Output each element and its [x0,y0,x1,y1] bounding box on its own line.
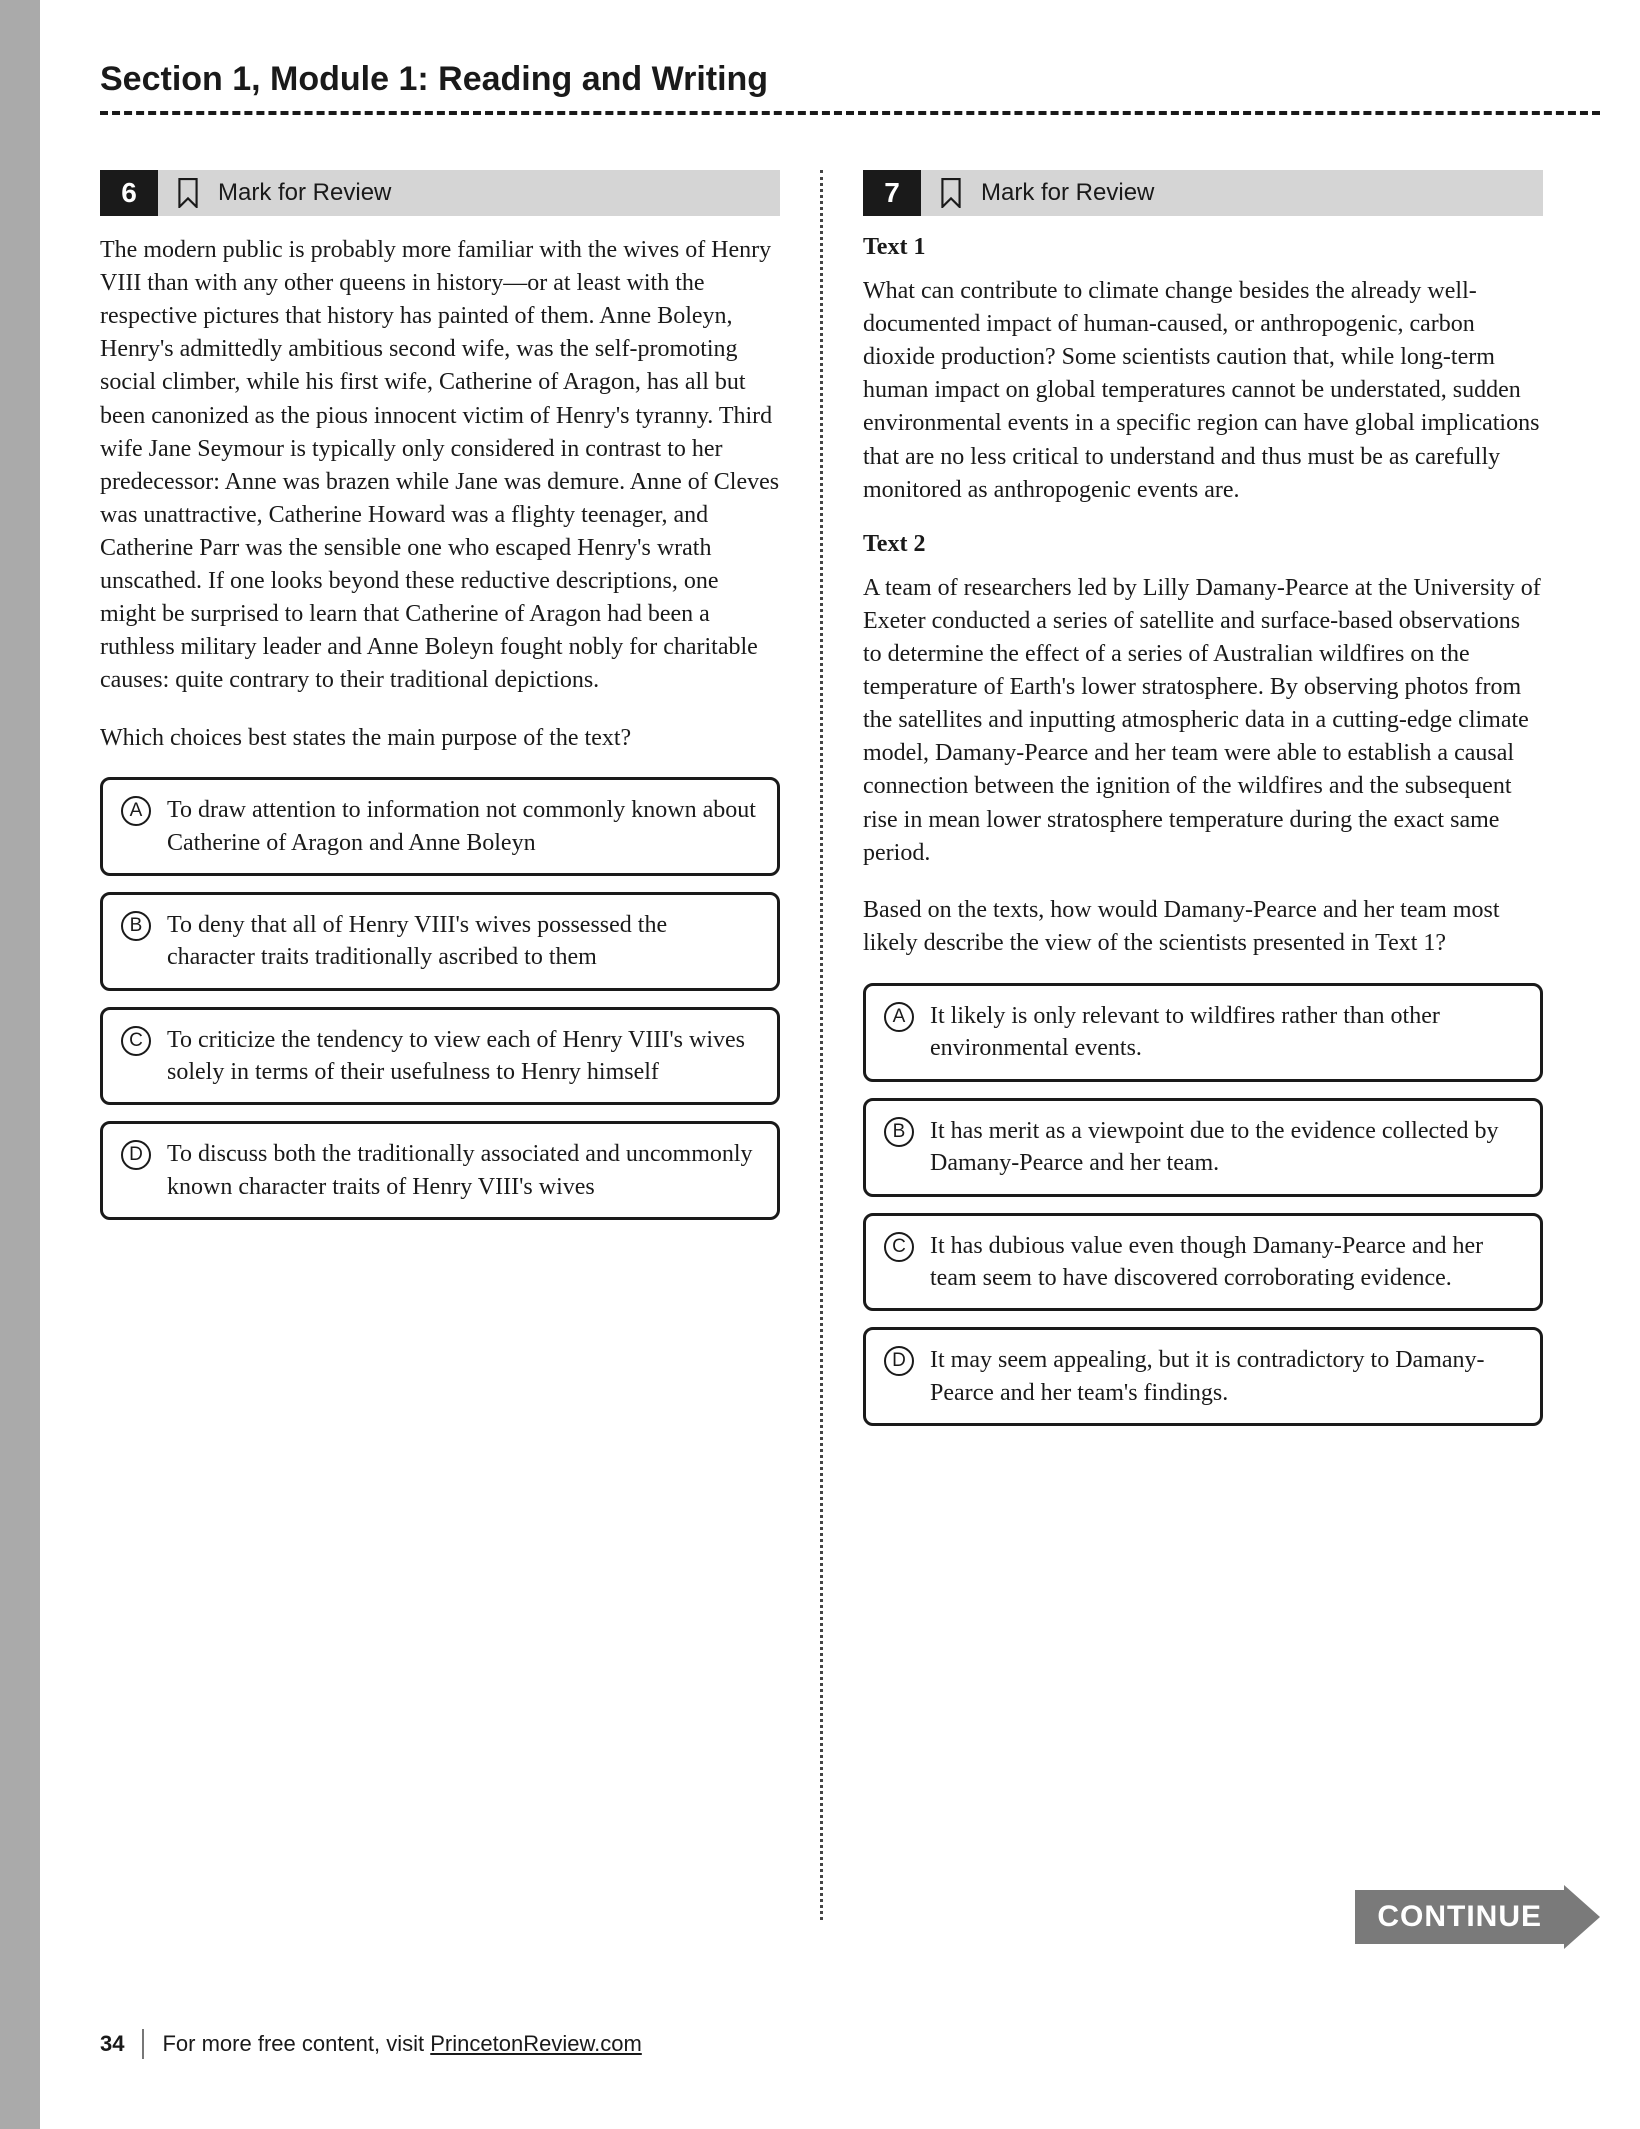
page-number: 34 [100,2031,124,2057]
question-number: 7 [863,170,921,216]
choice-text: It has dubious value even though Damany-… [930,1230,1522,1295]
page-content: Section 1, Module 1: Reading and Writing… [100,0,1600,1920]
question-header-7: 7 Mark for Review [863,170,1543,216]
page-margin-bar [0,0,40,2129]
q6-choice-c[interactable]: C To criticize the tendency to view each… [100,1007,780,1106]
choice-text: To draw attention to information not com… [167,794,759,859]
q6-passage: The modern public is probably more famil… [100,234,780,698]
bookmark-icon[interactable] [158,170,218,216]
q7-text1-label: Text 1 [863,234,1543,261]
choice-text: To discuss both the traditionally associ… [167,1138,759,1203]
q6-choice-a[interactable]: A To draw attention to information not c… [100,777,780,876]
choice-letter: D [884,1346,914,1376]
choice-letter: C [121,1026,151,1056]
q7-choice-b[interactable]: B It has merit as a viewpoint due to the… [863,1098,1543,1197]
column-right: 7 Mark for Review Text 1 What can contri… [823,170,1543,1920]
continue-label: CONTINUE [1355,1890,1564,1944]
continue-button[interactable]: CONTINUE [1355,1885,1600,1949]
two-column-layout: 6 Mark for Review The modern public is p… [100,170,1600,1920]
q6-stem: Which choices best states the main purpo… [100,722,780,756]
choice-letter: A [884,1002,914,1032]
choice-letter: D [121,1140,151,1170]
choice-letter: C [884,1232,914,1262]
q6-choice-b[interactable]: B To deny that all of Henry VIII's wives… [100,892,780,991]
arrow-right-icon [1564,1885,1600,1949]
section-title: Section 1, Module 1: Reading and Writing [100,60,1600,99]
choice-text: It has merit as a viewpoint due to the e… [930,1115,1522,1180]
footer-text: For more free content, visit PrincetonRe… [162,2031,641,2057]
q7-stem: Based on the texts, how would Damany-Pea… [863,894,1543,961]
q7-choice-d[interactable]: D It may seem appealing, but it is contr… [863,1327,1543,1426]
choice-letter: A [121,796,151,826]
continue-button-wrap: CONTINUE [1355,1885,1600,1949]
q7-text2-label: Text 2 [863,531,1543,558]
bookmark-icon[interactable] [921,170,981,216]
question-number: 6 [100,170,158,216]
q6-choice-d[interactable]: D To discuss both the traditionally asso… [100,1121,780,1220]
page-footer: 34 For more free content, visit Princeto… [100,2029,642,2059]
choice-letter: B [884,1117,914,1147]
q7-text1: What can contribute to climate change be… [863,275,1543,507]
footer-prefix: For more free content, visit [162,2031,430,2056]
choice-text: To criticize the tendency to view each o… [167,1024,759,1089]
footer-separator [142,2029,144,2059]
column-left: 6 Mark for Review The modern public is p… [100,170,820,1920]
q7-text2: A team of researchers led by Lilly Daman… [863,572,1543,870]
mark-for-review-label[interactable]: Mark for Review [218,170,391,216]
question-header-6: 6 Mark for Review [100,170,780,216]
q7-choice-a[interactable]: A It likely is only relevant to wildfire… [863,983,1543,1082]
choice-text: It may seem appealing, but it is contrad… [930,1344,1522,1409]
mark-for-review-label[interactable]: Mark for Review [981,170,1154,216]
choice-letter: B [121,911,151,941]
footer-link[interactable]: PrincetonReview.com [430,2031,642,2056]
choice-text: It likely is only relevant to wildfires … [930,1000,1522,1065]
q7-choice-c[interactable]: C It has dubious value even though Daman… [863,1213,1543,1312]
choice-text: To deny that all of Henry VIII's wives p… [167,909,759,974]
title-rule [100,111,1600,115]
